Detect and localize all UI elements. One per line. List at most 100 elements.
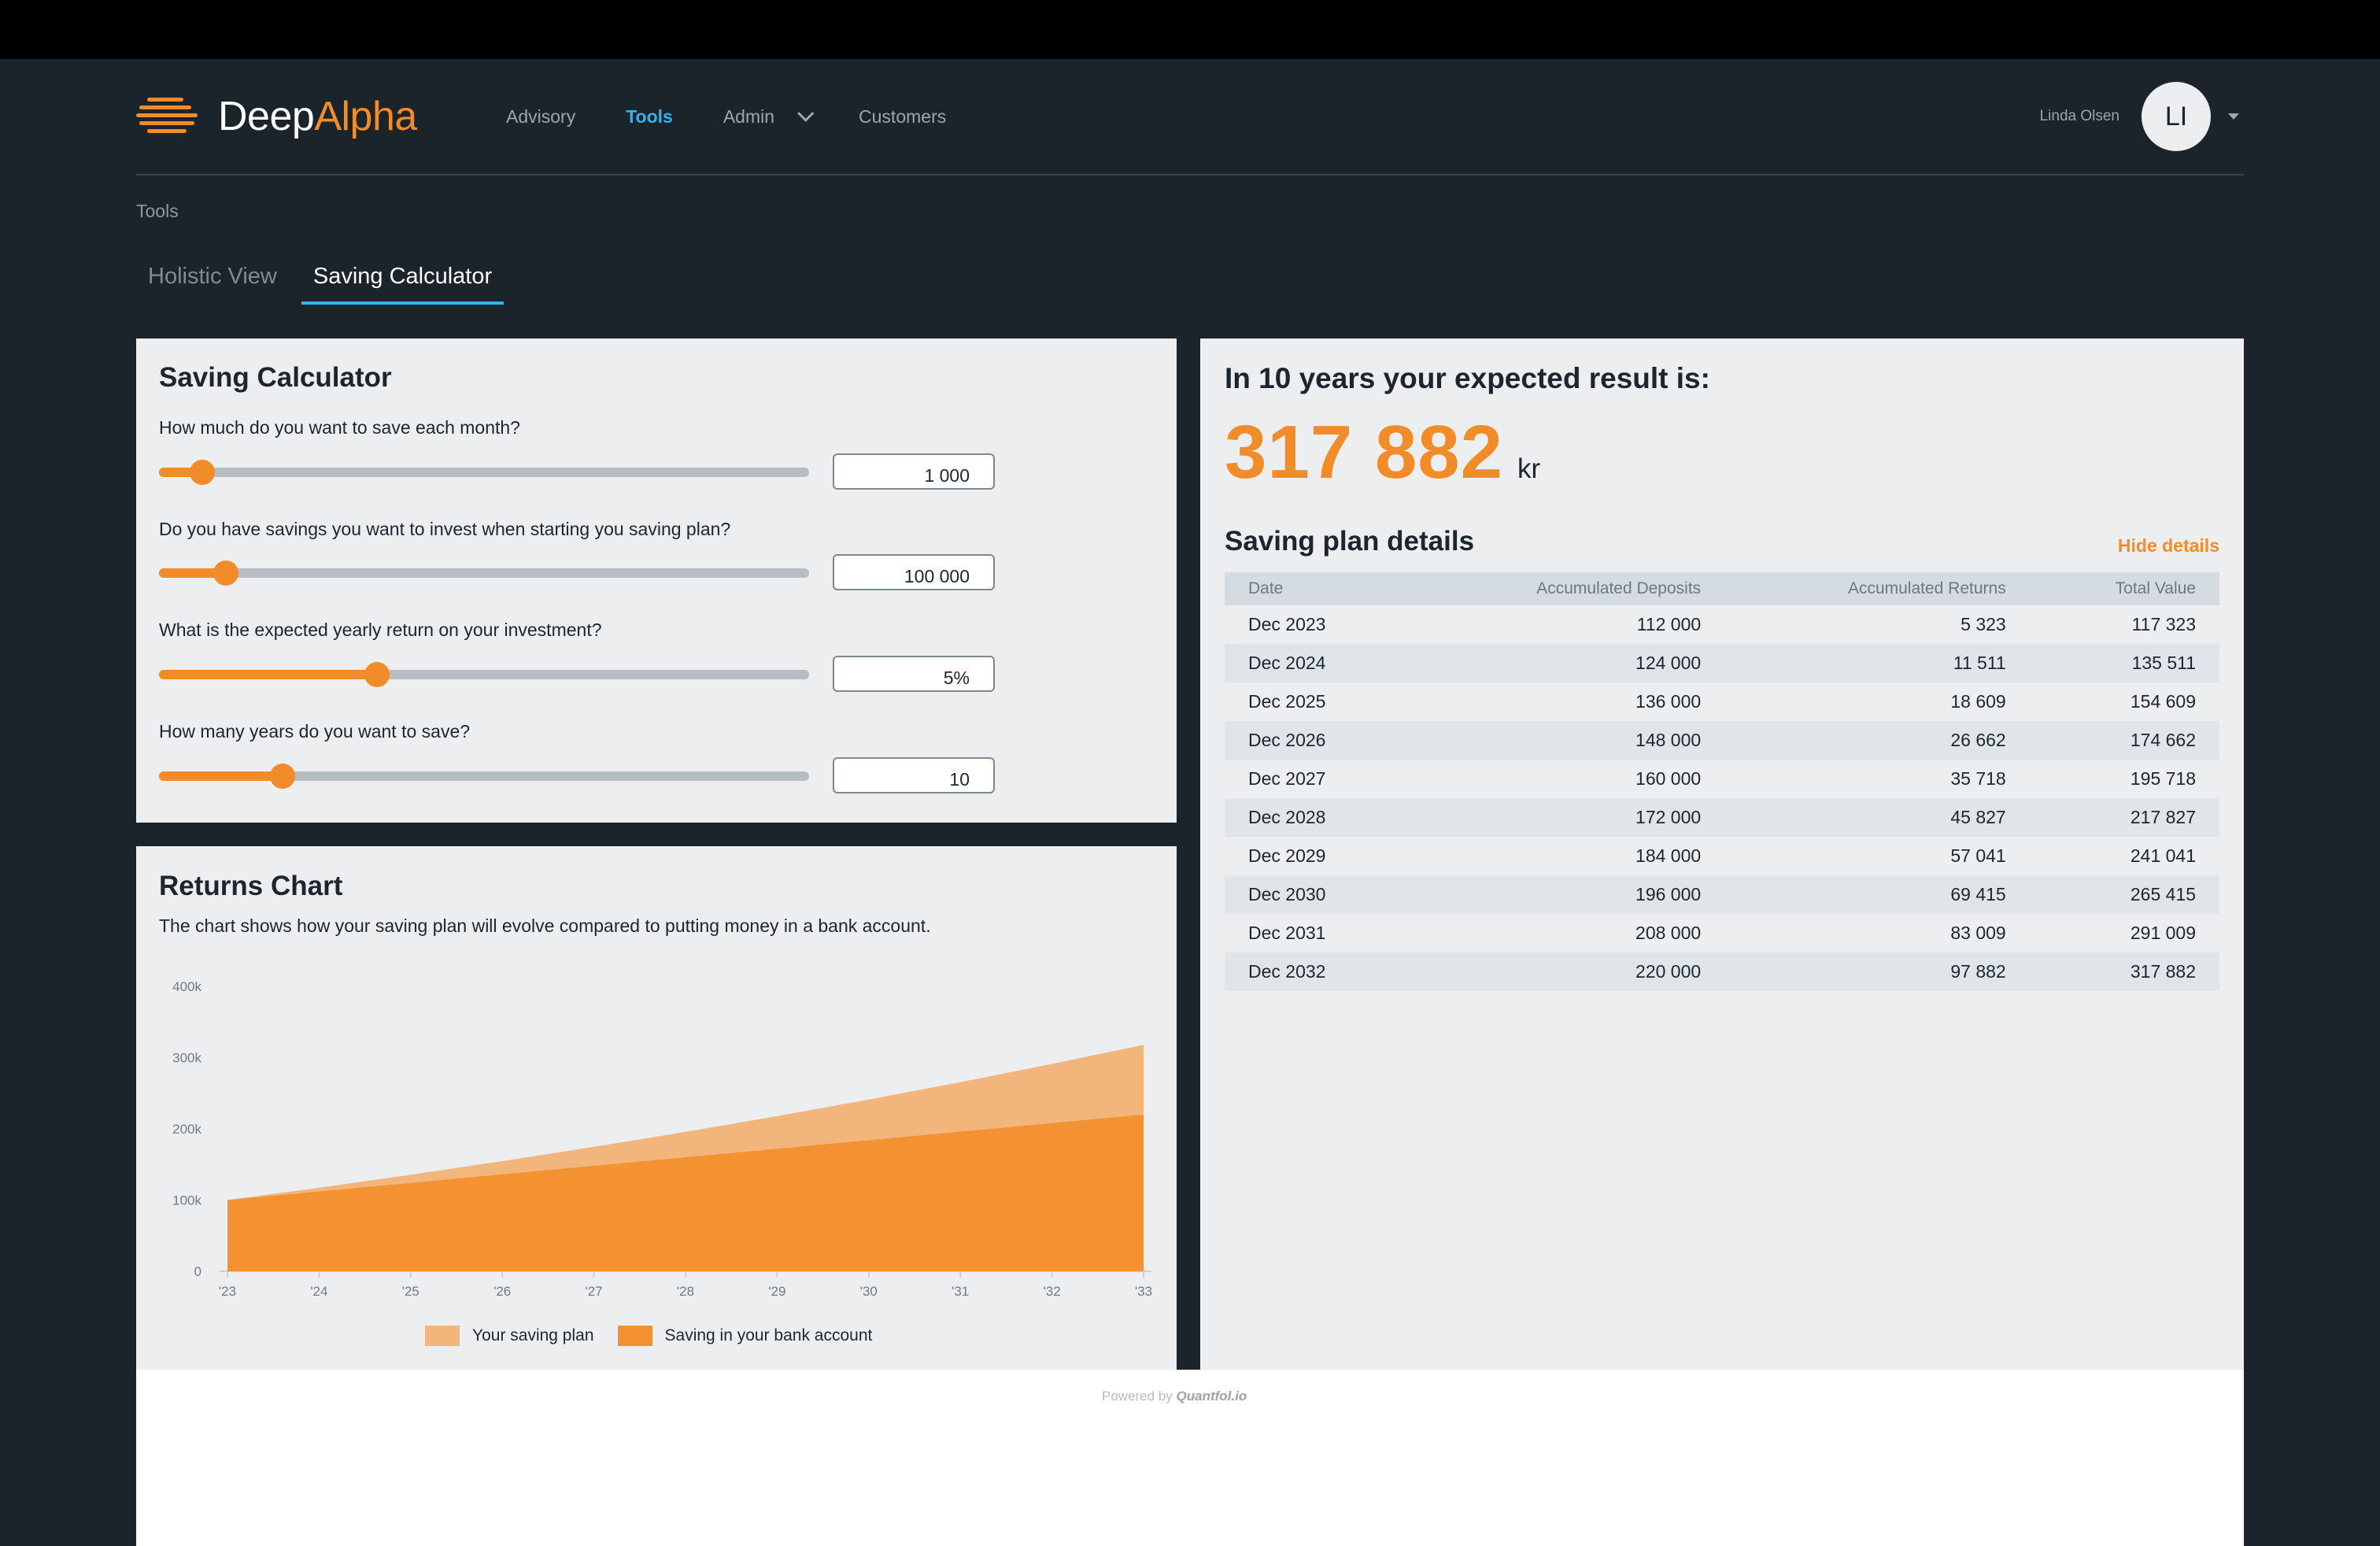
breadcrumb[interactable]: Tools (136, 201, 179, 221)
table-cell: Dec 2027 (1248, 768, 1326, 789)
yearly-return-slider[interactable] (159, 662, 809, 687)
x-tick-label: '25 (402, 1284, 419, 1299)
table-cell: 265 415 (2029, 875, 2219, 914)
table-cell: 172 000 (1410, 798, 1725, 837)
slider-thumb[interactable] (364, 662, 390, 687)
quantfolio-brand: Quantfol.io (1176, 1389, 1247, 1404)
years-slider[interactable] (159, 764, 809, 789)
result-currency: kr (1517, 453, 1541, 484)
details-title: Saving plan details (1225, 526, 1475, 557)
table-cell: 291 009 (2130, 923, 2196, 943)
table-cell: 148 000 (1410, 721, 1725, 760)
y-tick-label: 0 (194, 1264, 201, 1279)
table-cell: Dec 2024 (1225, 644, 1410, 682)
x-tick-label: '33 (1135, 1284, 1152, 1299)
browser-top-bar (0, 0, 2380, 59)
nav-admin[interactable]: Admin (722, 105, 815, 128)
nav-advisory[interactable]: Advisory (506, 105, 576, 127)
legend-label-plan: Your saving plan (472, 1326, 594, 1344)
logo-text-deep: Deep (218, 94, 315, 139)
table-cell: 112 000 (1636, 614, 1702, 634)
table-header-cell: Total Value (2029, 572, 2219, 605)
table-row: Dec 2024 124 000 11 511 135 511 (1225, 644, 2219, 682)
saving-plan-table: Date Accumulated Deposits Accumulated Retu… (1225, 572, 2219, 991)
nav-admin-label: Admin (722, 105, 775, 127)
table-row: Dec 2030 196 000 69 415 265 415 (1225, 875, 2219, 914)
logo[interactable]: DeepAlpha (136, 91, 417, 142)
table-cell: 184 000 (1635, 845, 1702, 866)
returns-chart-description: The chart shows how your saving plan wil… (159, 915, 931, 936)
initial-savings-slider[interactable] (159, 560, 809, 586)
slider-thumb[interactable] (190, 460, 216, 485)
caret-down-icon[interactable] (2228, 113, 2239, 120)
avatar[interactable]: LI (2142, 82, 2211, 151)
table-cell: 208 000 (1635, 923, 1702, 943)
table-header-cell: Date (1225, 572, 1410, 605)
results-panel: In 10 years your expected result is: 317… (1200, 338, 2244, 1370)
table-cell: 154 609 (2130, 691, 2196, 712)
logo-text-alpha: Alpha (314, 94, 417, 139)
slider-fill (159, 771, 283, 781)
table-row: Dec 2023 112 000 5 323 117 323 (1225, 605, 2219, 644)
slider-thumb[interactable] (269, 764, 295, 789)
table-cell: Dec 2028 (1225, 798, 1410, 837)
x-tick-label: '32 (1044, 1284, 1061, 1299)
returns-chart-title: Returns Chart (159, 871, 343, 901)
x-tick-label: '29 (768, 1284, 785, 1299)
years-input[interactable] (833, 757, 995, 793)
tab-holistic-view[interactable]: Holistic View (148, 264, 277, 289)
result-amount: 317 882 (1225, 410, 1504, 494)
x-tick-label: '27 (586, 1284, 603, 1299)
table-cell: 69 415 (1724, 875, 2030, 914)
y-tick-label: 300k (172, 1051, 201, 1066)
logo-text: DeepAlpha (218, 93, 417, 140)
monthly-saving-question: How much do you want to save each month? (159, 417, 520, 438)
monthly-saving-input[interactable] (833, 453, 995, 490)
table-cell: Dec 2030 (1225, 875, 1410, 914)
legend-item-plan[interactable]: Your saving plan (425, 1326, 594, 1346)
table-header-row: Date Accumulated Deposits Accumulated Retu… (1225, 572, 2219, 605)
table-cell: 26 662 (1724, 721, 2030, 760)
table-cell: 11 511 (1724, 644, 2030, 682)
table-cell: 57 041 (1950, 845, 2006, 866)
table-cell: 35 718 (1950, 768, 2006, 789)
hide-details-button[interactable]: Hide details (2117, 535, 2219, 556)
nav-tools[interactable]: Tools (626, 105, 673, 127)
powered-by-label: Powered by (1102, 1389, 1173, 1404)
table-cell: 317 882 (2029, 952, 2219, 991)
years-question: How many years do you want to save? (159, 721, 471, 742)
monthly-saving-slider[interactable] (159, 460, 809, 485)
table-cell: 124 000 (1410, 644, 1725, 682)
initial-savings-question: Do you have savings you want to invest w… (159, 519, 731, 539)
y-tick-label: 100k (172, 1193, 201, 1208)
table-cell: Dec 2025 (1248, 691, 1326, 712)
legend-item-bank[interactable]: Saving in your bank account (617, 1326, 872, 1346)
x-tick-label: '26 (493, 1284, 511, 1299)
legend-swatch-plan (425, 1326, 460, 1346)
yearly-return-input[interactable] (833, 656, 995, 692)
y-tick-label: 400k (172, 979, 201, 994)
user-name: Linda Olsen (2039, 108, 2119, 124)
table-cell: 160 000 (1635, 768, 1702, 789)
powered-by[interactable]: Powered by Quantfol.io (1102, 1389, 1247, 1404)
table-row: Dec 2025 136 000 18 609 154 609 (1225, 682, 2219, 721)
nav-customers[interactable]: Customers (859, 105, 947, 127)
table-row: Dec 2031 208 000 83 009 291 009 (1225, 914, 2219, 952)
area-series-bank-account[interactable] (227, 1114, 1144, 1271)
calculator-title: Saving Calculator (159, 362, 392, 393)
result-title: In 10 years your expected result is: (1225, 362, 1710, 394)
tab-saving-calculator[interactable]: Saving Calculator (301, 256, 504, 305)
table-cell: 97 882 (1724, 952, 2030, 991)
main-nav: Advisory Tools Admin Customers (506, 59, 996, 174)
slider-thumb[interactable] (213, 560, 239, 586)
table-cell: 45 827 (1724, 798, 2030, 837)
x-tick-label: '28 (677, 1284, 694, 1299)
table-cell: 217 827 (2029, 798, 2219, 837)
table-cell: 196 000 (1410, 875, 1725, 914)
app-header: DeepAlpha Advisory Tools Admin Customers… (136, 59, 2244, 176)
initial-savings-input[interactable] (833, 554, 995, 590)
table-row: Dec 2028 172 000 45 827 217 827 (1225, 798, 2219, 837)
table-cell: 18 609 (1950, 691, 2006, 712)
x-tick-label: '23 (219, 1284, 236, 1299)
user-menu[interactable]: Linda Olsen LI (2040, 59, 2244, 174)
